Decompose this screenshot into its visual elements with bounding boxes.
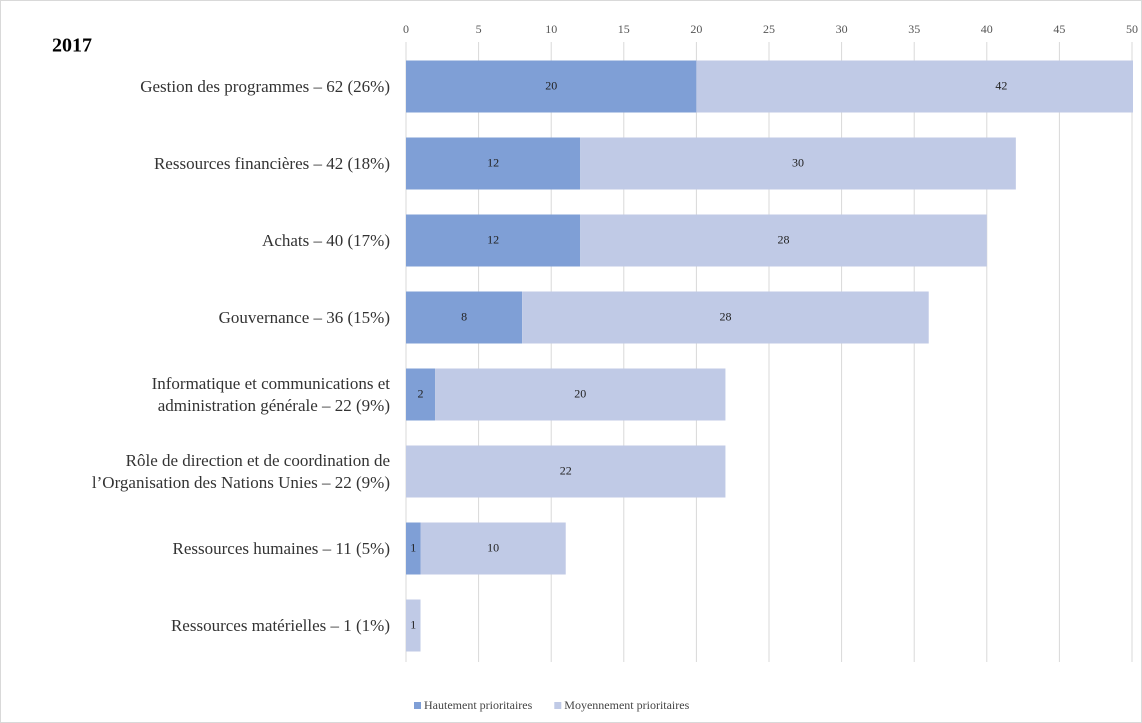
data-label: 20 [545, 78, 557, 92]
data-label: 20 [574, 386, 586, 400]
data-label: 1 [410, 540, 416, 554]
data-label: 22 [560, 463, 572, 477]
data-label: 12 [487, 155, 499, 169]
data-label: 8 [461, 309, 467, 323]
bar-segment [580, 137, 1016, 190]
x-tick-label: 50 [1126, 22, 1138, 36]
bar-segment [406, 522, 421, 575]
legend-swatch [554, 702, 562, 709]
category-label: Gestion des programmes – 62 (26%) [140, 76, 390, 96]
x-tick-label: 40 [981, 22, 993, 36]
x-tick-label: 30 [836, 22, 848, 36]
x-tick-label: 45 [1053, 22, 1065, 36]
bar-segment [406, 291, 523, 344]
x-tick-label: 5 [476, 22, 482, 36]
data-label: 30 [792, 155, 804, 169]
chart-title: 2017 [52, 35, 92, 57]
bar-segment [696, 60, 1133, 113]
x-tick-label: 0 [403, 22, 409, 36]
x-tick-label: 15 [618, 22, 630, 36]
bar-segment [580, 214, 987, 267]
category-label: Ressources financières – 42 (18%) [153, 153, 390, 173]
bar-segment [406, 368, 436, 421]
category-label: Ressources matérielles – 1 (1%) [170, 615, 390, 635]
data-label: 1 [410, 617, 416, 631]
bar-segment [406, 137, 581, 190]
bar-segment [420, 522, 566, 575]
data-label: 12 [487, 232, 499, 246]
category-label: Gouvernance – 36 (15%) [218, 307, 390, 327]
bar-segment [406, 445, 726, 498]
category-label: Rôle de direction et de coordination de … [91, 450, 390, 492]
data-label: 28 [719, 309, 731, 323]
category-label: Ressources humaines – 11 (5%) [172, 538, 391, 558]
legend-label: Hautement prioritaires [424, 698, 533, 712]
data-label: 2 [418, 386, 424, 400]
data-label: 42 [995, 78, 1007, 92]
bar-segment [406, 60, 697, 113]
x-tick-label: 35 [908, 22, 920, 36]
bar-segment [406, 599, 421, 652]
x-tick-label: 10 [545, 22, 557, 36]
bar-segment [435, 368, 726, 421]
legend-label: Moyennement prioritaires [564, 698, 689, 712]
bar-segment [522, 291, 929, 344]
x-tick-label: 25 [763, 22, 775, 36]
legend-swatch [414, 702, 421, 709]
data-label: 10 [487, 540, 499, 554]
bar-segment [406, 214, 581, 267]
data-label: 28 [778, 232, 790, 246]
x-tick-label: 20 [690, 22, 702, 36]
category-label: Informatique et communications et admini… [151, 373, 390, 415]
category-label: Achats – 40 (17%) [262, 230, 390, 250]
